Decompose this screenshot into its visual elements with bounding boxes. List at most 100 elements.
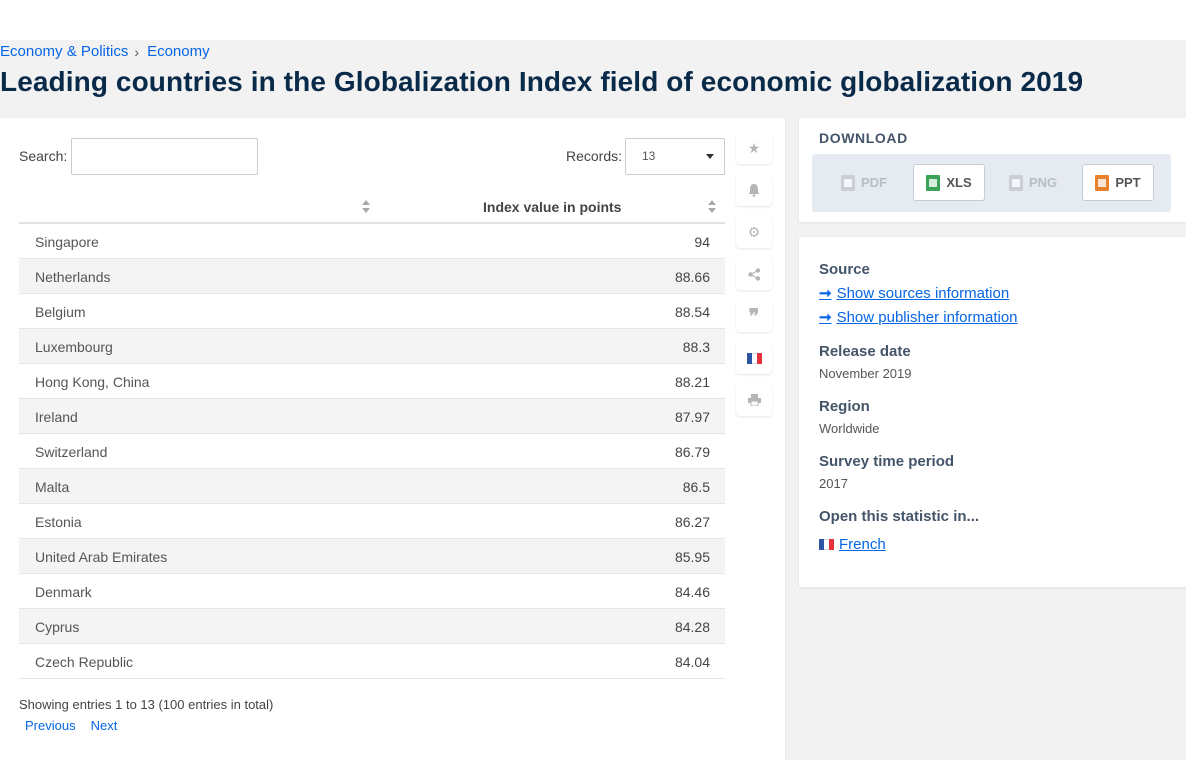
arrow-right-icon: ➞ (819, 285, 832, 302)
index-value-cell: 86.5 (682, 479, 710, 495)
french-flag-icon (819, 539, 834, 550)
statistic-table-panel: Search: Records: 13 Index value in point… (0, 118, 785, 760)
top-header-bar (0, 0, 1186, 40)
ppt-file-icon (1095, 174, 1110, 191)
pdf-label: PDF (861, 175, 887, 190)
index-value-cell: 86.27 (674, 514, 710, 530)
table-row: Estonia 86.27 (19, 504, 725, 539)
country-cell: Estonia (35, 514, 82, 530)
country-cell: Luxembourg (35, 339, 113, 355)
entries-info: Showing entries 1 to 13 (100 entries in … (19, 697, 274, 712)
index-value-cell: 88.54 (674, 304, 710, 320)
download-pdf-button[interactable]: PDF (828, 164, 900, 201)
country-cell: Malta (35, 479, 70, 495)
country-cell: Ireland (35, 409, 78, 425)
download-xls-button[interactable]: XLS (913, 164, 985, 201)
quote-icon[interactable]: ❞ (736, 300, 772, 332)
next-page-link[interactable]: Next (90, 718, 118, 733)
show-publisher-label: Show publisher information (836, 308, 1018, 326)
table-row: Hong Kong, China 88.21 (19, 364, 725, 399)
arrow-right-icon: ➞ (819, 309, 832, 326)
search-label: Search: (19, 148, 68, 164)
country-cell: Cyprus (35, 619, 80, 635)
table-row: United Arab Emirates 85.95 (19, 539, 725, 574)
data-table: Index value in points Singapore 94 Netherl… (19, 188, 725, 679)
release-date-heading: Release date (819, 343, 911, 360)
release-date-value: November 2019 (819, 366, 912, 381)
index-value-cell: 88.3 (682, 339, 710, 355)
source-heading: Source (819, 261, 870, 278)
show-sources-label: Show sources information (836, 284, 1010, 302)
show-sources-link[interactable]: ➞ Show sources information (819, 284, 1010, 303)
share-icon[interactable] (736, 258, 772, 290)
index-value-cell: 84.46 (674, 584, 710, 600)
table-row: Denmark 84.46 (19, 574, 725, 609)
table-row: Cyprus 84.28 (19, 609, 725, 644)
star-icon[interactable]: ★ (736, 132, 772, 164)
records-select[interactable]: 13 (625, 138, 725, 175)
country-cell: Hong Kong, China (35, 374, 150, 390)
ppt-label: PPT (1115, 175, 1141, 190)
index-value-cell: 86.79 (674, 444, 710, 460)
table-row: Netherlands 88.66 (19, 259, 725, 294)
survey-period-value: 2017 (819, 476, 848, 491)
print-icon[interactable] (736, 384, 772, 416)
region-value: Worldwide (819, 421, 880, 436)
open-in-french-link[interactable]: French (819, 536, 886, 553)
index-value-cell: 87.97 (674, 409, 710, 425)
xls-file-icon (926, 174, 941, 191)
breadcrumb-separator: › (134, 43, 140, 60)
bell-icon[interactable] (736, 174, 772, 206)
country-cell: Singapore (35, 234, 99, 250)
table-header: Index value in points (19, 188, 725, 224)
show-publisher-link[interactable]: ➞ Show publisher information (819, 308, 1018, 327)
column-header-index-value[interactable]: Index value in points (483, 199, 622, 215)
breadcrumb-economy[interactable]: Economy (147, 43, 210, 60)
previous-page-link[interactable]: Previous (25, 718, 76, 733)
country-cell: Denmark (35, 584, 92, 600)
download-png-button[interactable]: PNG (997, 164, 1069, 201)
french-flag-icon[interactable] (736, 342, 772, 374)
index-value-cell: 88.66 (674, 269, 710, 285)
tool-sidebar: ★ ⚙ ❞ (736, 132, 773, 426)
index-value-cell: 85.95 (674, 549, 710, 565)
page-title: Leading countries in the Globalization I… (0, 66, 1084, 97)
records-select-value: 13 (642, 149, 656, 163)
download-panel: DOWNLOAD PDF XLS PNG PPT (799, 118, 1186, 222)
statistic-details-panel: Source ➞ Show sources information ➞ Show… (799, 237, 1186, 587)
country-cell: Netherlands (35, 269, 111, 285)
pdf-file-icon (841, 174, 855, 191)
gear-icon[interactable]: ⚙ (736, 216, 772, 248)
breadcrumb: Economy & Politics › Economy (0, 43, 210, 60)
download-buttons: PDF XLS PNG PPT (812, 154, 1171, 212)
download-title: DOWNLOAD (819, 130, 908, 146)
region-heading: Region (819, 398, 870, 415)
country-cell: Switzerland (35, 444, 108, 460)
table-row: Malta 86.5 (19, 469, 725, 504)
records-label: Records: (566, 148, 623, 164)
country-cell: Czech Republic (35, 654, 134, 670)
search-input[interactable] (71, 138, 258, 175)
download-ppt-button[interactable]: PPT (1082, 164, 1154, 201)
png-file-icon (1008, 174, 1023, 191)
open-statistic-heading: Open this statistic in... (819, 508, 980, 525)
table-row: Belgium 88.54 (19, 294, 725, 329)
table-row: Czech Republic 84.04 (19, 644, 725, 679)
table-row: Luxembourg 88.3 (19, 329, 725, 364)
table-row: Switzerland 86.79 (19, 434, 725, 469)
index-value-cell: 84.04 (674, 654, 710, 670)
survey-period-heading: Survey time period (819, 453, 955, 470)
country-cell: United Arab Emirates (35, 549, 168, 565)
png-label: PNG (1028, 175, 1058, 190)
table-body: Singapore 94 Netherlands 88.66 Belgium 88.54 L… (19, 224, 725, 679)
index-value-cell: 94 (694, 234, 710, 250)
xls-label: XLS (946, 175, 972, 190)
index-value-cell: 88.21 (674, 374, 710, 390)
table-row: Singapore 94 (19, 224, 725, 259)
chevron-down-icon (706, 154, 714, 159)
table-row: Ireland 87.97 (19, 399, 725, 434)
breadcrumb-economy-politics[interactable]: Economy & Politics (0, 43, 129, 60)
country-cell: Belgium (35, 304, 86, 320)
french-label: French (839, 536, 886, 553)
index-value-cell: 84.28 (674, 619, 710, 635)
